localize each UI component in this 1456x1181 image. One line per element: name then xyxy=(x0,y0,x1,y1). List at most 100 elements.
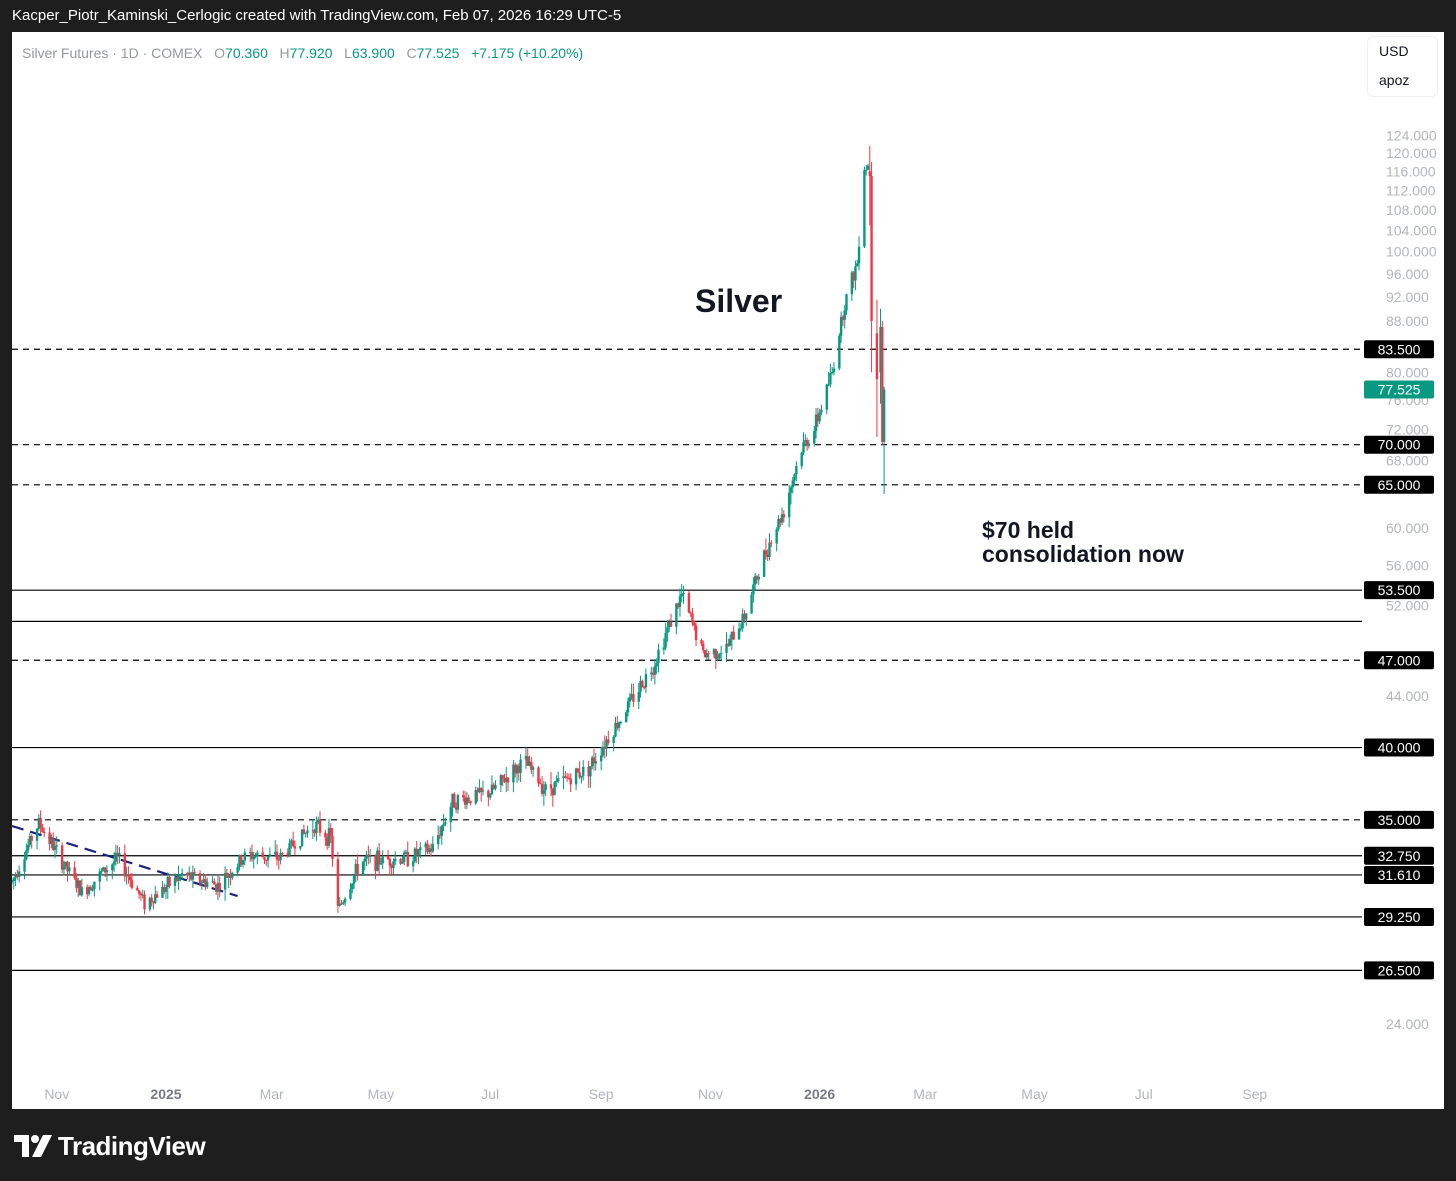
candle-body xyxy=(225,872,229,878)
price-level-label: 65.000 xyxy=(1364,475,1434,494)
candle-up xyxy=(668,619,671,632)
candle-up xyxy=(637,683,640,710)
candle-body xyxy=(381,855,384,864)
candle-down xyxy=(331,827,334,867)
time-tick-label: Mar xyxy=(260,1086,284,1102)
candle-body xyxy=(843,310,846,320)
candle-up xyxy=(582,760,585,781)
candle-body xyxy=(327,827,331,846)
candle-body xyxy=(349,889,352,899)
candle-up xyxy=(832,362,836,376)
candle-body xyxy=(766,554,769,558)
candle-down xyxy=(150,893,153,907)
candle-up xyxy=(179,874,182,882)
candle-down xyxy=(551,788,555,807)
candle-up xyxy=(306,825,309,838)
time-tick-label: 2026 xyxy=(804,1086,835,1102)
candle-body xyxy=(551,788,555,796)
chart-canvas[interactable]: 124.000 120.000 116.000 112.000 108.000 104.0… xyxy=(12,32,1444,1109)
candle-body xyxy=(770,542,773,544)
candle-up xyxy=(802,432,805,456)
candle-body xyxy=(454,807,458,810)
candle-body xyxy=(114,852,118,862)
candle-body xyxy=(637,691,640,702)
price-tick-label: 108.000 xyxy=(1386,202,1437,218)
candle-down xyxy=(732,625,735,641)
candle-up xyxy=(820,404,823,416)
candle-up xyxy=(12,877,15,890)
candle-up xyxy=(311,818,315,839)
candle-down xyxy=(103,867,107,878)
time-axis[interactable]: Nov 2025 Mar May Jul Sep Nov 2026 Mar May Jul Sep xyxy=(44,1086,1267,1102)
candle-body xyxy=(830,371,834,373)
candle-body xyxy=(605,739,608,749)
candle-down xyxy=(576,767,580,773)
candle-body xyxy=(415,848,418,856)
candle-up xyxy=(248,847,252,862)
candle-body xyxy=(544,784,547,791)
candle-up xyxy=(268,847,272,858)
candle-body xyxy=(675,603,678,627)
price-level-label-text: 70.000 xyxy=(1378,437,1421,453)
candle-body xyxy=(641,680,644,688)
tradingview-brand[interactable]: TradingView xyxy=(14,1130,206,1162)
candle-body xyxy=(118,853,121,856)
candle-down xyxy=(139,891,143,901)
candle-up xyxy=(223,866,227,901)
candle-body xyxy=(456,795,460,810)
candle-body xyxy=(603,746,606,749)
candle-body xyxy=(580,775,583,778)
candle-body xyxy=(424,843,427,848)
candle-up xyxy=(725,632,728,663)
candle-up xyxy=(243,848,246,866)
candle-body xyxy=(503,778,506,783)
candle-down xyxy=(325,833,329,850)
candle-down xyxy=(293,840,297,856)
candle-body xyxy=(591,757,594,767)
time-tick-label: Mar xyxy=(913,1086,937,1102)
candle-body xyxy=(680,594,683,597)
price-tick-label: 124.000 xyxy=(1386,127,1437,143)
candle-down xyxy=(506,776,510,792)
candle-down xyxy=(565,773,569,783)
candle-body xyxy=(204,879,207,888)
price-tick-label: 72.000 xyxy=(1386,421,1429,437)
price-tick-label: 104.000 xyxy=(1386,222,1437,238)
candle-down xyxy=(539,778,542,785)
candle-down xyxy=(43,827,46,838)
candle-body xyxy=(474,789,478,804)
symbol-name[interactable]: Silver Futures · 1D · COMEX xyxy=(22,45,203,61)
price-level-label-bg xyxy=(1364,475,1434,494)
note-line-2: consolidation now xyxy=(982,541,1184,567)
candle-up xyxy=(718,652,721,660)
candle-body xyxy=(619,722,623,724)
currency-label[interactable]: USD xyxy=(1379,43,1409,59)
candle-down xyxy=(868,145,871,226)
candle-up xyxy=(105,865,109,882)
candle-down xyxy=(429,843,433,857)
candle-body xyxy=(453,793,456,808)
candle-body xyxy=(173,877,177,886)
candle-body xyxy=(191,872,195,880)
candle-body xyxy=(693,622,696,626)
candle-body xyxy=(336,859,340,906)
candle-body xyxy=(26,845,30,851)
candle-up xyxy=(77,878,80,897)
currency-unit-box[interactable]: USD apoz xyxy=(1368,37,1437,96)
candle-body xyxy=(163,886,166,892)
candle-up xyxy=(653,659,657,685)
price-axis[interactable]: 124.000 120.000 116.000 112.000 108.000 104.0… xyxy=(1386,127,1437,1032)
candle-body xyxy=(39,817,42,828)
candle-down xyxy=(540,776,544,797)
candle-up xyxy=(827,371,830,387)
candle-body xyxy=(399,858,402,864)
chart-panel[interactable]: 124.000 120.000 116.000 112.000 108.000 104.0… xyxy=(12,32,1444,1109)
candle-up xyxy=(524,746,528,769)
candle-up xyxy=(14,872,17,886)
candle-body xyxy=(35,828,39,841)
candle-body xyxy=(64,861,67,867)
candle-up xyxy=(363,856,366,871)
scale-mode-label[interactable]: apoz xyxy=(1379,72,1410,88)
candle-down xyxy=(356,854,359,881)
candle-down xyxy=(479,787,483,802)
